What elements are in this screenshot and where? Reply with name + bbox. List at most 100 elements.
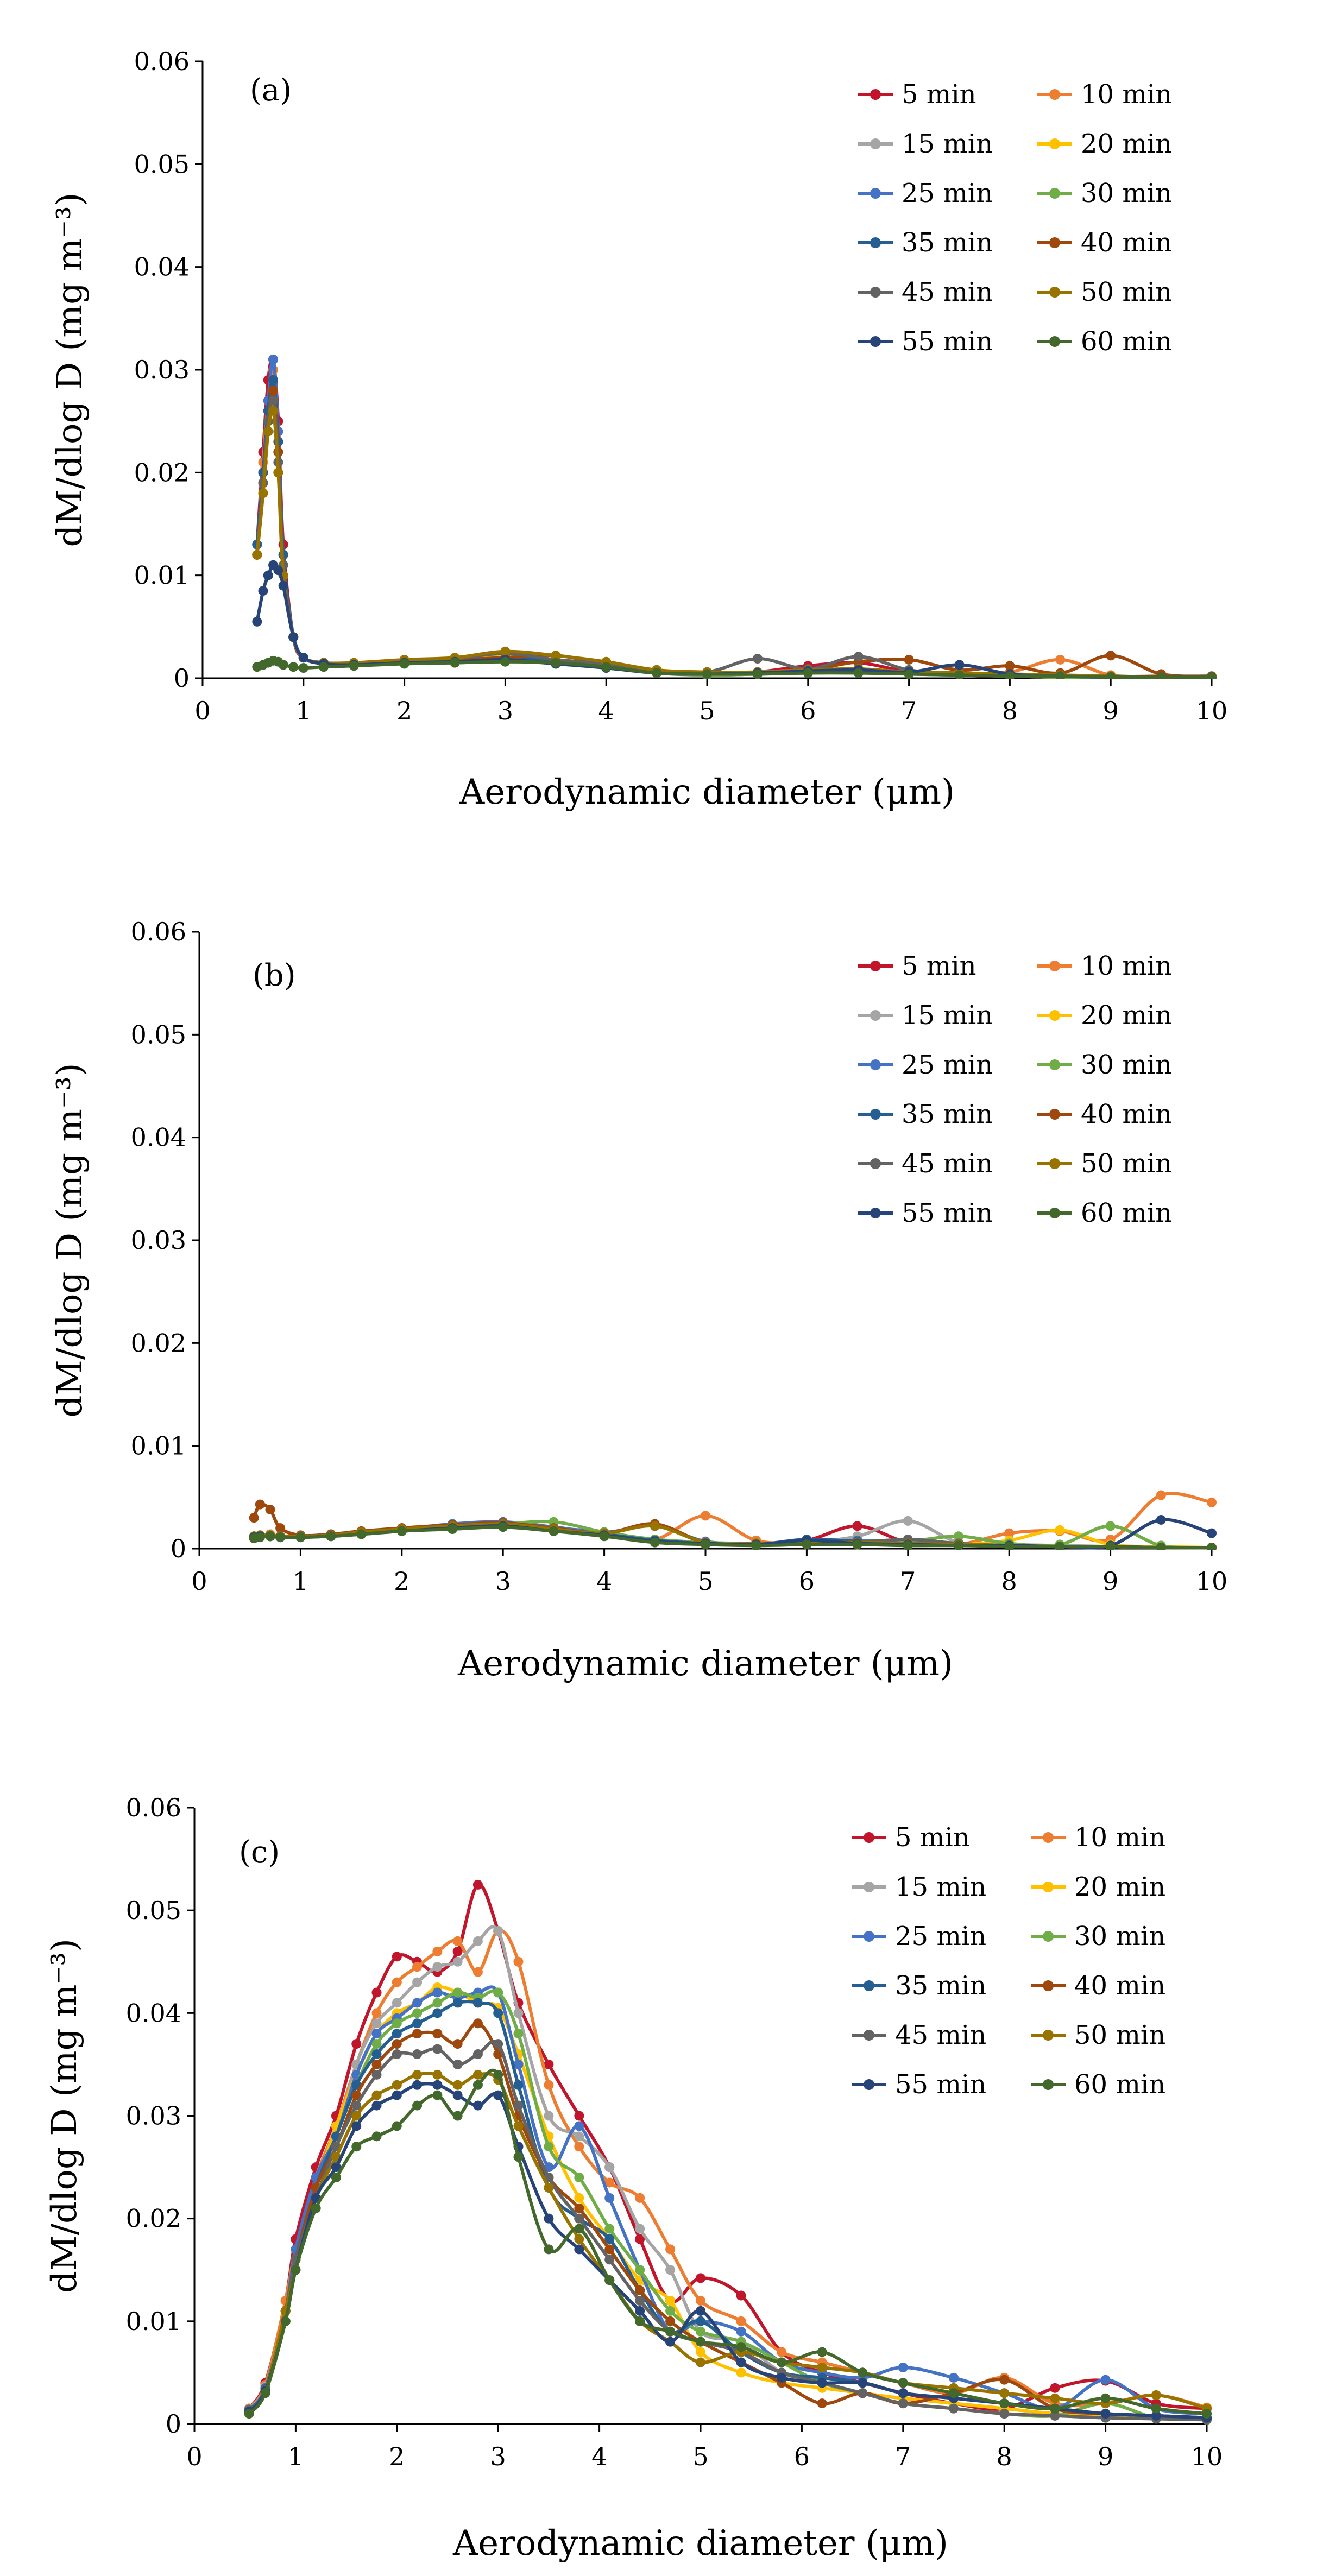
legend-entry: 45 min: [895, 2020, 986, 2050]
panel-label: (b): [253, 958, 296, 993]
data-point: [604, 2177, 615, 2188]
legend-entry: 5 min: [902, 79, 976, 110]
legend-entry: 5 min: [895, 1822, 970, 1853]
data-point: [249, 1513, 259, 1523]
legend-entry: 40 min: [1081, 228, 1172, 258]
x-axis-label: Aerodynamic diameter (μm): [452, 2523, 948, 2564]
data-point: [551, 651, 561, 661]
data-point: [574, 2203, 584, 2213]
data-point: [432, 1987, 443, 1998]
data-point: [803, 668, 813, 678]
y-tick-label: 0.02: [126, 2204, 181, 2233]
data-point: [275, 1523, 286, 1533]
legend-entry: 45 min: [902, 1148, 993, 1179]
legend-swatch-marker: [1043, 1832, 1054, 1843]
data-point: [736, 2290, 746, 2301]
data-point: [371, 2059, 382, 2069]
data-point: [258, 586, 268, 596]
data-point: [265, 1531, 275, 1542]
x-tick-label: 3: [495, 1567, 511, 1596]
y-tick-label: 0.03: [134, 355, 190, 384]
data-point: [392, 2029, 402, 2039]
chart-panel-3: 0 0.01 0.02 0.03 0.04 0.05 0.06 0 1 2 3 4 5 6 7 8 9 10 Aer…: [45, 1793, 1223, 2564]
data-point: [268, 375, 279, 385]
data-point: [696, 2337, 705, 2347]
data-point: [1151, 2410, 1161, 2421]
data-point: [513, 2059, 524, 2069]
legend-entry: 30 min: [1081, 178, 1172, 209]
x-axis-label: Aerodynamic diameter (μm): [459, 772, 955, 812]
data-point: [1055, 671, 1066, 679]
legend-entry: 30 min: [1074, 1921, 1165, 1952]
data-point: [752, 669, 763, 679]
legend-swatch-marker: [864, 1980, 874, 1991]
data-point: [817, 2362, 827, 2372]
data-point: [513, 2100, 524, 2111]
data-point: [392, 2090, 402, 2100]
data-point: [291, 2265, 301, 2275]
data-point: [736, 2342, 746, 2352]
data-point: [295, 1532, 306, 1543]
x-tick-label: 2: [389, 2442, 405, 2471]
legend-entry: 10 min: [1081, 951, 1172, 981]
data-point: [268, 355, 279, 365]
data-point: [288, 662, 299, 672]
legend-swatch-marker: [864, 1832, 874, 1843]
y-tick-label: 0.01: [134, 561, 190, 590]
data-point: [858, 2378, 868, 2388]
legend-entry: 40 min: [1074, 1971, 1165, 2001]
data-point: [544, 2244, 554, 2255]
data-point: [777, 2372, 787, 2383]
data-point: [999, 2398, 1010, 2409]
data-point: [904, 654, 914, 665]
data-point: [1207, 1528, 1217, 1538]
x-tick-label: 10: [1191, 2442, 1223, 2471]
data-point: [392, 2049, 402, 2059]
data-point: [472, 2018, 483, 2029]
data-point: [898, 2362, 908, 2372]
data-point: [412, 2049, 423, 2059]
data-point: [696, 2357, 705, 2367]
data-point: [412, 1977, 423, 1987]
data-point: [513, 2008, 524, 2018]
data-point: [604, 2193, 615, 2203]
data-point: [1106, 672, 1116, 679]
data-point: [278, 660, 288, 670]
legend-swatch-marker: [870, 89, 881, 100]
y-axis-label: dM/dlog D (mg m⁻³): [50, 1063, 90, 1417]
legend-entry: 15 min: [902, 1000, 993, 1031]
data-point: [351, 2100, 362, 2111]
data-point: [493, 2039, 503, 2049]
data-point: [432, 2090, 443, 2100]
legend-entry: 15 min: [902, 129, 993, 159]
legend-swatch-marker: [870, 138, 881, 149]
data-point: [544, 2059, 554, 2069]
data-point: [244, 2409, 254, 2419]
data-point: [1151, 2390, 1161, 2401]
data-point: [604, 2224, 615, 2234]
x-tick-label: 10: [1196, 696, 1228, 725]
data-point: [1105, 1521, 1116, 1531]
x-tick-label: 9: [1102, 1567, 1118, 1596]
data-point: [665, 2296, 676, 2306]
data-point: [574, 2213, 584, 2224]
legend-entry: 35 min: [895, 1971, 986, 2001]
data-point: [574, 2111, 584, 2121]
data-point: [498, 1522, 508, 1532]
data-point: [432, 2069, 443, 2080]
data-point: [701, 1539, 710, 1550]
x-tick-label: 5: [692, 2442, 708, 2471]
data-point: [392, 2080, 402, 2090]
legend-entry: 50 min: [1081, 1148, 1172, 1179]
data-point: [450, 658, 460, 668]
data-point: [493, 2008, 503, 2018]
data-point: [604, 2162, 615, 2173]
data-point: [472, 1879, 483, 1890]
x-tick-label: 9: [1103, 696, 1119, 725]
data-point: [265, 1505, 275, 1515]
legend-swatch-marker: [870, 188, 881, 199]
data-point: [1005, 671, 1015, 679]
data-point: [493, 2069, 503, 2080]
data-point: [665, 2244, 676, 2255]
legend-entry: 55 min: [902, 1198, 993, 1228]
